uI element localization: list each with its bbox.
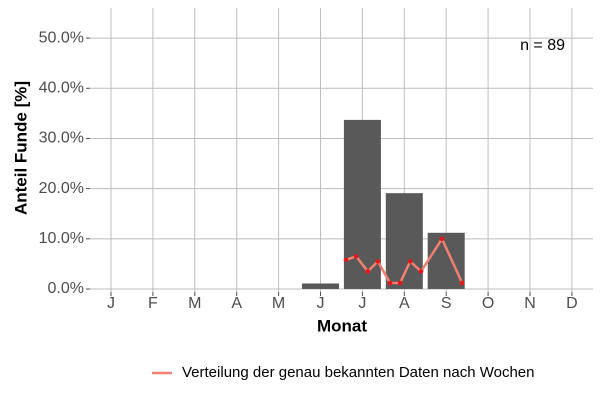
line-point — [407, 259, 413, 264]
x-tick-label: J — [358, 295, 366, 312]
line-point — [365, 269, 371, 274]
y-tick-label: 50.0% — [39, 29, 84, 46]
line-point — [439, 236, 445, 242]
line-point — [387, 280, 393, 286]
x-tick-label: M — [188, 295, 201, 312]
x-tick-label: J — [107, 295, 115, 312]
x-tick-label: A — [231, 295, 242, 312]
bar — [302, 283, 339, 289]
line-point — [343, 257, 349, 263]
line-point — [418, 269, 424, 274]
y-axis-title: Anteil Funde [%] — [11, 81, 30, 215]
line-point — [375, 259, 381, 264]
x-tick-label: F — [148, 295, 158, 312]
y-tick-label: 40.0% — [39, 80, 84, 97]
x-tick-label: N — [524, 295, 536, 312]
legend-label: Verteilung der genau bekannten Daten nac… — [182, 364, 535, 381]
y-tick-label: 0.0% — [48, 280, 84, 297]
x-tick-label: M — [272, 295, 285, 312]
bar — [343, 119, 381, 289]
y-tick-label: 20.0% — [39, 180, 84, 197]
line — [345, 236, 464, 285]
x-tick-label: S — [441, 295, 452, 312]
line-point — [459, 280, 465, 286]
bar — [427, 232, 465, 289]
line-point — [353, 254, 359, 259]
y-tick-label: 10.0% — [39, 230, 84, 247]
y-tick-label: 30.0% — [39, 130, 84, 147]
annotation: n = 89 — [520, 37, 565, 54]
line-point — [397, 280, 403, 286]
x-tick-label: J — [317, 295, 325, 312]
x-tick-label: O — [482, 295, 494, 312]
x-tick-label: D — [566, 295, 578, 312]
x-tick-label: A — [399, 295, 410, 312]
x-axis-title: Monat — [317, 316, 367, 335]
